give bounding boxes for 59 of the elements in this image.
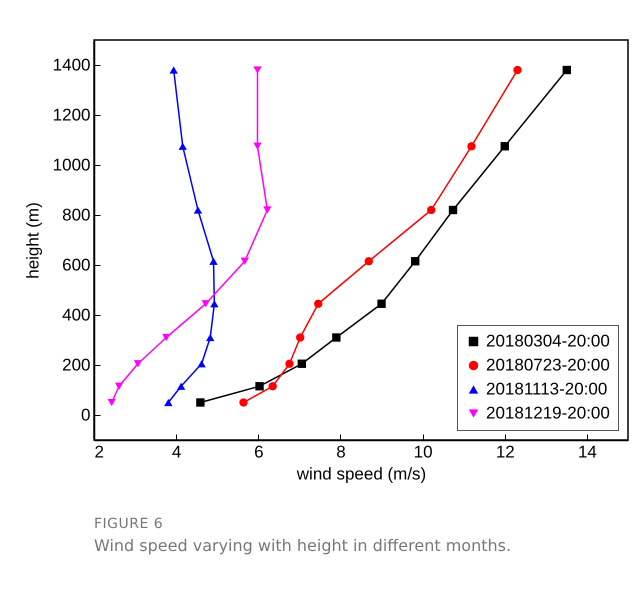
point: [500, 142, 509, 150]
x-tick-label: 14: [578, 442, 597, 462]
y-tick-label: 1000: [52, 156, 90, 174]
legend-label: 20181113-20:00: [486, 380, 608, 398]
legend-label: 20180304-20:00: [486, 332, 610, 350]
y-tick-label: 1400: [52, 56, 90, 74]
point: [296, 333, 304, 342]
point: [448, 206, 458, 214]
y-tick-label: 600: [62, 256, 90, 274]
y-tick-label: 1200: [52, 106, 90, 124]
point: [427, 206, 436, 214]
point: [197, 360, 206, 368]
point: [114, 382, 124, 390]
point: [107, 398, 116, 406]
y-tick-label: 400: [62, 306, 90, 324]
point: [253, 142, 262, 150]
point: [255, 382, 264, 390]
point: [467, 142, 476, 150]
caption: FIGURE 6: [94, 516, 164, 532]
point: [240, 258, 249, 265]
point: [194, 206, 202, 214]
x-axis-title: wind speed (m/s): [296, 464, 426, 484]
point: [202, 300, 210, 308]
x-tick-label: 6: [254, 442, 264, 462]
point: [206, 334, 214, 342]
point: [364, 257, 373, 266]
y-axis-title: height (m): [24, 202, 43, 279]
point: [134, 360, 142, 368]
y-tick-label: 0: [81, 406, 90, 424]
legend-label: 20180723-20:00: [486, 356, 610, 374]
point: [562, 66, 571, 74]
point: [162, 334, 170, 342]
point: [377, 300, 386, 308]
point: [285, 360, 294, 368]
point: [268, 382, 277, 390]
text: Wind speed varying with height in different months.: [94, 536, 512, 555]
x-tick-label: 10: [414, 442, 433, 462]
x-tick-label: 4: [172, 442, 182, 462]
legend-label: 20181219-20:00: [486, 404, 610, 422]
point: [298, 360, 306, 368]
x-tick-label: 12: [496, 442, 515, 462]
x-tick-label: 2: [94, 442, 104, 462]
point: [411, 257, 420, 266]
x-tick-label: 8: [336, 442, 346, 462]
point: [196, 398, 205, 407]
point: [239, 398, 248, 407]
point: [314, 300, 322, 308]
point: [176, 382, 186, 390]
point: [164, 398, 173, 406]
point: [209, 258, 218, 265]
point: [178, 142, 187, 150]
point: [170, 66, 178, 74]
point: [263, 206, 272, 214]
y-tick-label: 800: [62, 206, 90, 224]
y-tick-label: 200: [62, 356, 90, 374]
point: [513, 66, 522, 74]
point: [210, 300, 219, 308]
point: [332, 333, 341, 342]
point: [253, 66, 262, 74]
